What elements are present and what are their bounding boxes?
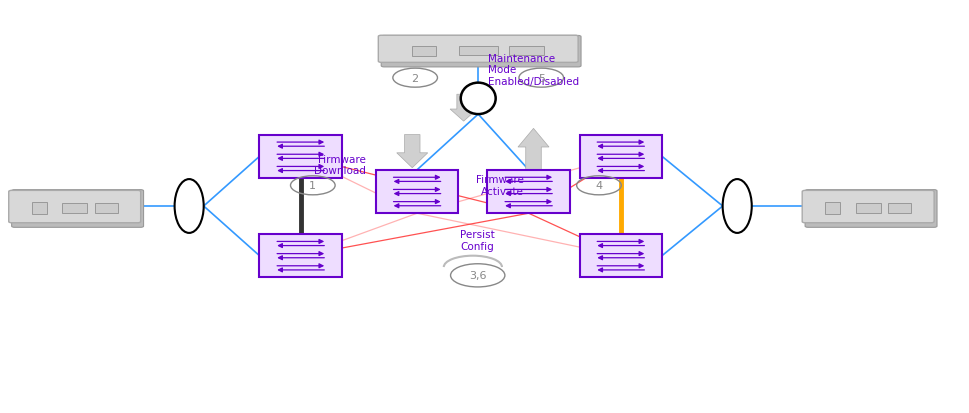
- FancyBboxPatch shape: [825, 202, 839, 215]
- Text: Maintenance
Mode
Enabled/Disabled: Maintenance Mode Enabled/Disabled: [487, 54, 578, 87]
- Text: Persist
Config: Persist Config: [460, 229, 494, 251]
- FancyArrow shape: [396, 135, 427, 169]
- Text: 2: 2: [411, 74, 419, 83]
- FancyBboxPatch shape: [95, 203, 117, 214]
- FancyBboxPatch shape: [412, 47, 435, 57]
- Text: 3,6: 3,6: [468, 271, 486, 281]
- FancyBboxPatch shape: [855, 203, 880, 214]
- FancyArrow shape: [517, 129, 548, 170]
- FancyBboxPatch shape: [509, 47, 544, 56]
- FancyBboxPatch shape: [801, 191, 933, 223]
- FancyBboxPatch shape: [259, 135, 342, 178]
- FancyArrow shape: [450, 95, 477, 122]
- Text: 5: 5: [537, 74, 545, 83]
- FancyBboxPatch shape: [378, 36, 578, 63]
- FancyBboxPatch shape: [804, 190, 936, 228]
- FancyBboxPatch shape: [9, 191, 141, 223]
- FancyBboxPatch shape: [888, 203, 910, 214]
- FancyBboxPatch shape: [375, 170, 457, 214]
- Text: Firmware
Activate: Firmware Activate: [476, 175, 523, 197]
- FancyBboxPatch shape: [578, 235, 661, 278]
- Ellipse shape: [460, 83, 495, 115]
- FancyBboxPatch shape: [259, 235, 342, 278]
- Text: 4: 4: [595, 181, 602, 191]
- FancyBboxPatch shape: [32, 202, 47, 215]
- Ellipse shape: [174, 180, 203, 233]
- FancyBboxPatch shape: [487, 170, 570, 214]
- FancyBboxPatch shape: [12, 190, 143, 228]
- FancyBboxPatch shape: [458, 47, 497, 56]
- FancyBboxPatch shape: [381, 36, 580, 68]
- Ellipse shape: [722, 180, 751, 233]
- Text: Firmware
Download: Firmware Download: [314, 154, 365, 176]
- FancyBboxPatch shape: [62, 203, 87, 214]
- Text: 1: 1: [309, 181, 316, 191]
- FancyBboxPatch shape: [578, 135, 661, 178]
